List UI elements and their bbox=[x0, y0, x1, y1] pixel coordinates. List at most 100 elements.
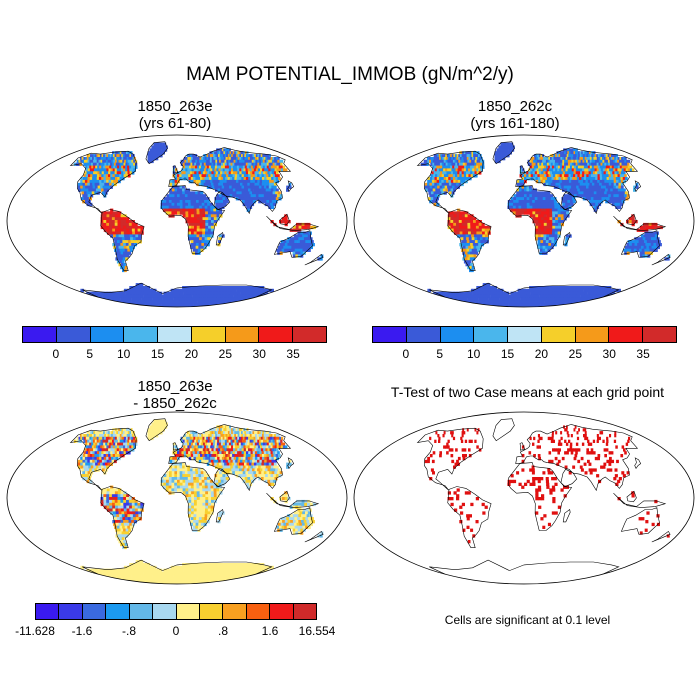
grid-cell bbox=[596, 182, 600, 187]
grid-cell bbox=[553, 154, 556, 158]
grid-cell bbox=[445, 188, 449, 192]
grid-cell bbox=[448, 211, 452, 215]
grid-cell bbox=[593, 197, 597, 201]
grid-cell bbox=[532, 220, 536, 224]
grid-cell bbox=[441, 177, 445, 181]
grid-cell bbox=[619, 165, 623, 169]
grid-cell bbox=[516, 300, 519, 304]
grid-cell bbox=[95, 171, 98, 175]
grid-cell bbox=[185, 214, 189, 218]
grid-cell bbox=[599, 200, 603, 204]
grid-cell bbox=[264, 191, 268, 195]
grid-cell bbox=[545, 194, 548, 198]
grid-cell bbox=[138, 294, 141, 298]
grid-cell bbox=[206, 288, 208, 293]
grid-cell bbox=[248, 165, 252, 169]
grid-cell bbox=[611, 191, 615, 195]
grid-cell bbox=[608, 182, 612, 187]
grid-cell bbox=[177, 300, 179, 304]
grid-cell bbox=[94, 191, 98, 195]
grid-cell bbox=[224, 159, 227, 164]
grid-cell bbox=[443, 174, 447, 178]
grid-cell bbox=[567, 300, 570, 304]
grid-cell bbox=[132, 231, 136, 235]
grid-cell bbox=[155, 294, 158, 298]
grid-cell bbox=[214, 168, 217, 172]
grid-cell bbox=[190, 243, 194, 247]
grid-cell bbox=[516, 191, 520, 195]
grid-cell bbox=[198, 200, 202, 204]
grid-cell bbox=[86, 202, 90, 207]
grid-cell bbox=[535, 174, 538, 178]
grid-cell bbox=[90, 154, 92, 158]
grid-cell bbox=[593, 291, 596, 295]
grid-cell bbox=[506, 148, 509, 152]
grid-cell bbox=[208, 165, 212, 169]
grid-cell bbox=[555, 159, 558, 164]
grid-cell bbox=[550, 174, 554, 178]
grid-cell bbox=[476, 297, 479, 301]
grid-cell bbox=[576, 286, 579, 290]
grid-cell bbox=[522, 303, 525, 307]
grid-cell bbox=[506, 297, 509, 301]
grid-cell bbox=[451, 168, 454, 172]
grid-cell bbox=[501, 300, 503, 304]
grid-cell bbox=[116, 157, 119, 161]
grid-cell bbox=[539, 157, 542, 161]
grid-cell bbox=[620, 188, 624, 192]
grid-cell bbox=[177, 197, 181, 201]
grid-cell bbox=[551, 200, 555, 204]
grid-cell bbox=[209, 171, 212, 175]
grid-cell bbox=[108, 162, 111, 166]
grid-cell bbox=[503, 157, 506, 161]
grid-cell bbox=[248, 205, 253, 209]
grid-cell bbox=[453, 220, 457, 224]
grid-cell bbox=[185, 200, 189, 204]
grid-cell bbox=[591, 182, 595, 187]
grid-cell bbox=[582, 159, 585, 164]
grid-cell bbox=[223, 157, 226, 161]
grid-cell bbox=[588, 168, 591, 172]
grid-cell bbox=[286, 185, 290, 189]
grid-cell bbox=[607, 171, 611, 175]
grid-cell bbox=[111, 291, 114, 295]
grid-cell bbox=[529, 303, 531, 307]
grid-cell bbox=[202, 208, 206, 212]
grid-cell bbox=[455, 291, 458, 295]
grid-cell bbox=[180, 303, 182, 307]
grid-cell bbox=[86, 191, 90, 195]
grid-cell bbox=[503, 303, 505, 307]
grid-cell bbox=[583, 179, 586, 184]
grid-cell bbox=[521, 174, 525, 178]
grid-cell bbox=[260, 159, 264, 164]
grid-cell bbox=[532, 202, 536, 207]
grid-cell bbox=[586, 191, 589, 195]
grid-cell bbox=[508, 300, 510, 304]
grid-cell bbox=[455, 177, 458, 181]
grid-cell bbox=[563, 214, 567, 218]
grid-cell bbox=[258, 194, 262, 198]
grid-cell bbox=[437, 174, 440, 178]
grid-cell bbox=[250, 294, 253, 298]
grid-cell bbox=[563, 294, 566, 298]
grid-cell bbox=[272, 202, 276, 207]
grid-cell bbox=[206, 294, 209, 298]
grid-cell bbox=[196, 228, 200, 232]
grid-cell bbox=[83, 191, 87, 195]
grid-cell bbox=[184, 291, 187, 295]
grid-cell bbox=[205, 294, 208, 298]
grid-cell bbox=[208, 214, 212, 218]
grid-cell bbox=[113, 151, 116, 155]
grid-cell bbox=[573, 191, 577, 195]
panel-4-title: T-Test of two Case means at each grid po… bbox=[390, 384, 665, 400]
grid-cell bbox=[207, 171, 210, 175]
grid-cell bbox=[96, 294, 99, 298]
grid-cell bbox=[151, 294, 154, 298]
grid-cell bbox=[449, 157, 452, 161]
grid-cell bbox=[608, 177, 612, 181]
grid-cell bbox=[622, 188, 626, 192]
grid-cell bbox=[511, 300, 514, 304]
grid-cell bbox=[516, 194, 520, 198]
grid-cell bbox=[125, 243, 129, 247]
grid-cell bbox=[134, 228, 138, 232]
